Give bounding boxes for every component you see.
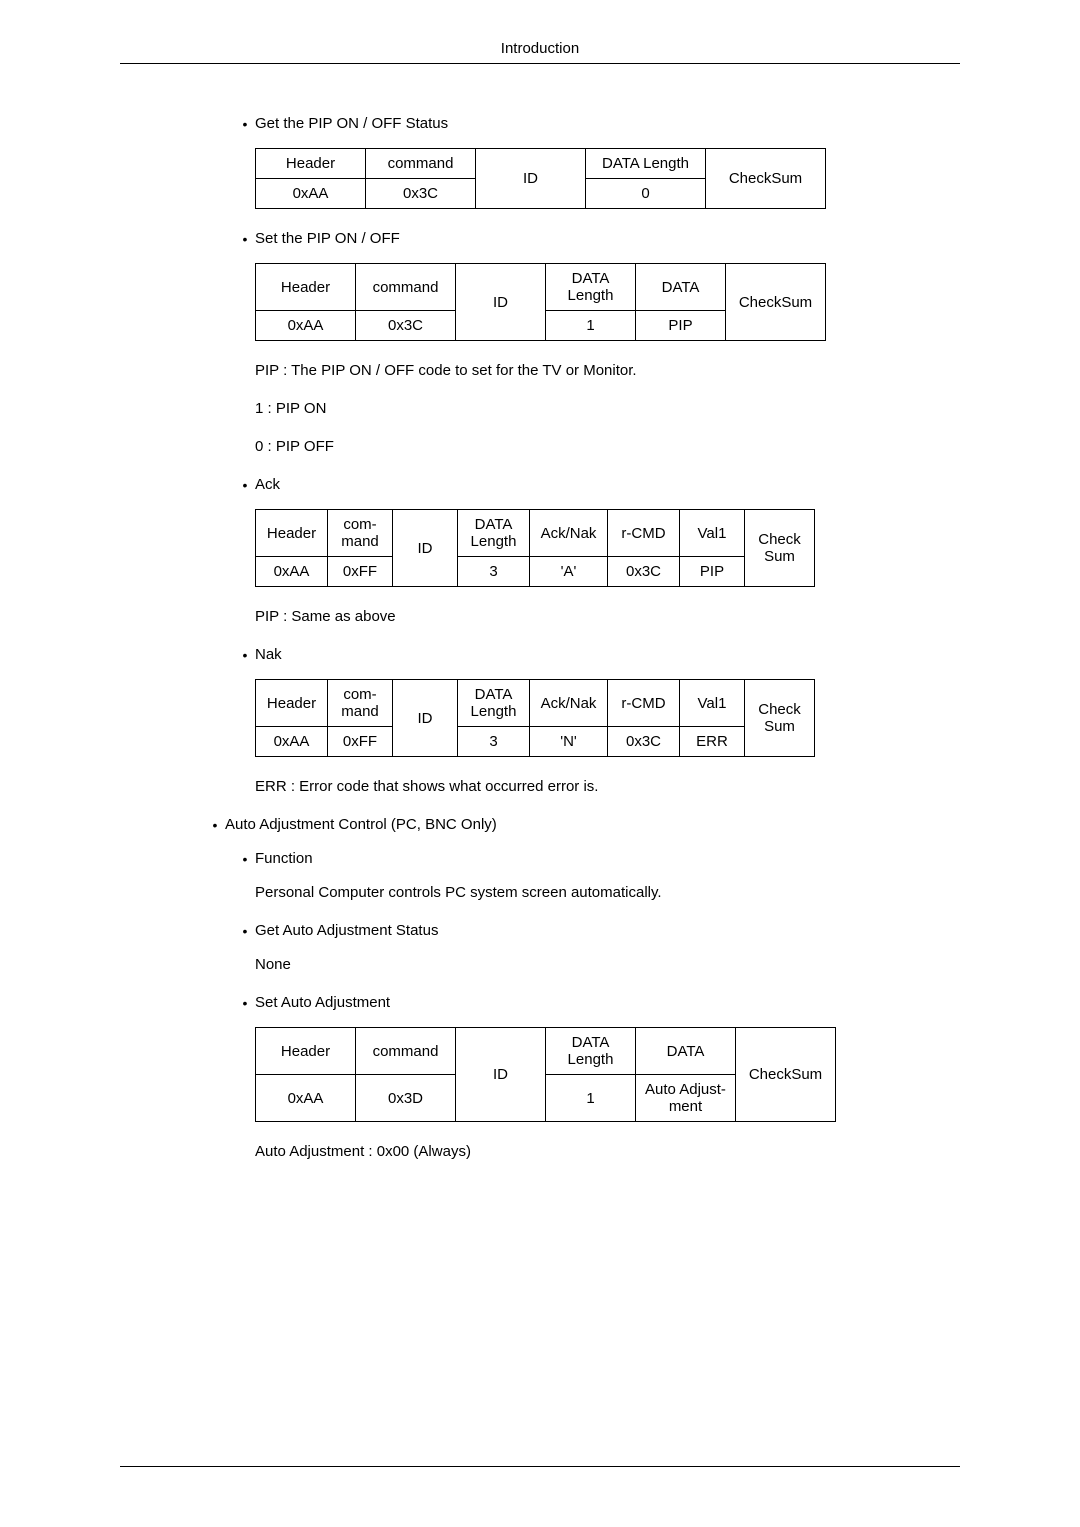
th-val1: Val1 [680, 510, 745, 557]
th-command: com-mand [328, 680, 393, 727]
th-datalength: DATALength [458, 510, 530, 557]
th-header: Header [256, 510, 328, 557]
bullet-set-auto: • Set Auto Adjustment [235, 993, 960, 1013]
th-datalength: DATA Length [586, 149, 706, 179]
bullet-text: Get Auto Adjustment Status [255, 921, 438, 941]
table-ack: Header com-mand ID DATALength Ack/Nak r-… [255, 509, 815, 587]
bullet-icon: • [235, 645, 255, 665]
bullet-text: Auto Adjustment Control (PC, BNC Only) [225, 815, 497, 835]
td-datalength: 3 [458, 727, 530, 757]
td-val1: ERR [680, 727, 745, 757]
th-id: ID [456, 264, 546, 341]
td-command: 0x3D [356, 1075, 456, 1122]
td-rcmd: 0x3C [608, 557, 680, 587]
th-command: command [366, 149, 476, 179]
th-command: com-mand [328, 510, 393, 557]
bullet-icon: • [205, 815, 225, 835]
bullet-icon: • [235, 993, 255, 1013]
th-rcmd: r-CMD [608, 680, 680, 727]
td-command: 0x3C [356, 311, 456, 341]
table-nak: Header com-mand ID DATALength Ack/Nak r-… [255, 679, 815, 757]
bullet-get-pip: • Get the PIP ON / OFF Status [235, 114, 960, 134]
bullet-text: Get the PIP ON / OFF Status [255, 114, 448, 134]
td-command: 0x3C [366, 179, 476, 209]
bullet-icon: • [235, 921, 255, 941]
bullet-function: • Function [235, 849, 960, 869]
page-header: Introduction [120, 40, 960, 64]
bullet-ack: • Ack [235, 475, 960, 495]
bullet-text: Set the PIP ON / OFF [255, 229, 400, 249]
pip-off: 0 : PIP OFF [255, 437, 960, 457]
td-datalength: 1 [546, 1075, 636, 1122]
table-set-pip: Header command ID DATALength DATA CheckS… [255, 263, 826, 341]
auto-always: Auto Adjustment : 0x00 (Always) [255, 1142, 960, 1162]
th-id: ID [393, 680, 458, 757]
th-id: ID [393, 510, 458, 587]
td-command: 0xFF [328, 727, 393, 757]
th-header: Header [256, 149, 366, 179]
bullet-text: Set Auto Adjustment [255, 993, 390, 1013]
td-val1: PIP [680, 557, 745, 587]
none-text: None [255, 955, 960, 975]
th-checksum: CheckSum [745, 510, 815, 587]
th-header: Header [256, 1028, 356, 1075]
th-checksum: CheckSum [706, 149, 826, 209]
th-data: DATA [636, 1028, 736, 1075]
td-rcmd: 0x3C [608, 727, 680, 757]
td-datalength: 1 [546, 311, 636, 341]
th-checksum: CheckSum [726, 264, 826, 341]
td-header: 0xAA [256, 311, 356, 341]
bullet-text: Ack [255, 475, 280, 495]
td-datalength: 3 [458, 557, 530, 587]
td-header: 0xAA [256, 727, 328, 757]
th-data: DATA [636, 264, 726, 311]
th-val1: Val1 [680, 680, 745, 727]
bullet-text: Nak [255, 645, 282, 665]
bullet-set-pip: • Set the PIP ON / OFF [235, 229, 960, 249]
footer-divider [120, 1466, 960, 1467]
th-header: Header [256, 680, 328, 727]
td-header: 0xAA [256, 179, 366, 209]
td-acknak: 'A' [530, 557, 608, 587]
th-datalength: DATALength [458, 680, 530, 727]
table-get-pip: Header command ID DATA Length CheckSum 0… [255, 148, 826, 209]
th-rcmd: r-CMD [608, 510, 680, 557]
bullet-nak: • Nak [235, 645, 960, 665]
th-acknak: Ack/Nak [530, 680, 608, 727]
pip-desc: PIP : The PIP ON / OFF code to set for t… [255, 361, 960, 381]
th-command: command [356, 264, 456, 311]
td-command: 0xFF [328, 557, 393, 587]
th-checksum: CheckSum [745, 680, 815, 757]
pip-same: PIP : Same as above [255, 607, 960, 627]
bullet-icon: • [235, 114, 255, 134]
th-acknak: Ack/Nak [530, 510, 608, 557]
th-id: ID [476, 149, 586, 209]
td-datalength: 0 [586, 179, 706, 209]
th-command: command [356, 1028, 456, 1075]
bullet-icon: • [235, 849, 255, 869]
td-data: Auto Adjust-ment [636, 1075, 736, 1122]
err-desc: ERR : Error code that shows what occurre… [255, 777, 960, 797]
td-header: 0xAA [256, 1075, 356, 1122]
bullet-icon: • [235, 229, 255, 249]
bullet-text: Function [255, 849, 313, 869]
th-checksum: CheckSum [736, 1028, 836, 1122]
bullet-auto-adj: • Auto Adjustment Control (PC, BNC Only) [205, 815, 960, 835]
bullet-icon: • [235, 475, 255, 495]
td-data: PIP [636, 311, 726, 341]
func-desc: Personal Computer controls PC system scr… [255, 883, 960, 903]
table-set-auto: Header command ID DATALength DATA CheckS… [255, 1027, 836, 1122]
th-header: Header [256, 264, 356, 311]
th-id: ID [456, 1028, 546, 1122]
th-datalength: DATALength [546, 1028, 636, 1075]
td-acknak: 'N' [530, 727, 608, 757]
bullet-get-auto: • Get Auto Adjustment Status [235, 921, 960, 941]
pip-on: 1 : PIP ON [255, 399, 960, 419]
td-header: 0xAA [256, 557, 328, 587]
th-datalength: DATALength [546, 264, 636, 311]
